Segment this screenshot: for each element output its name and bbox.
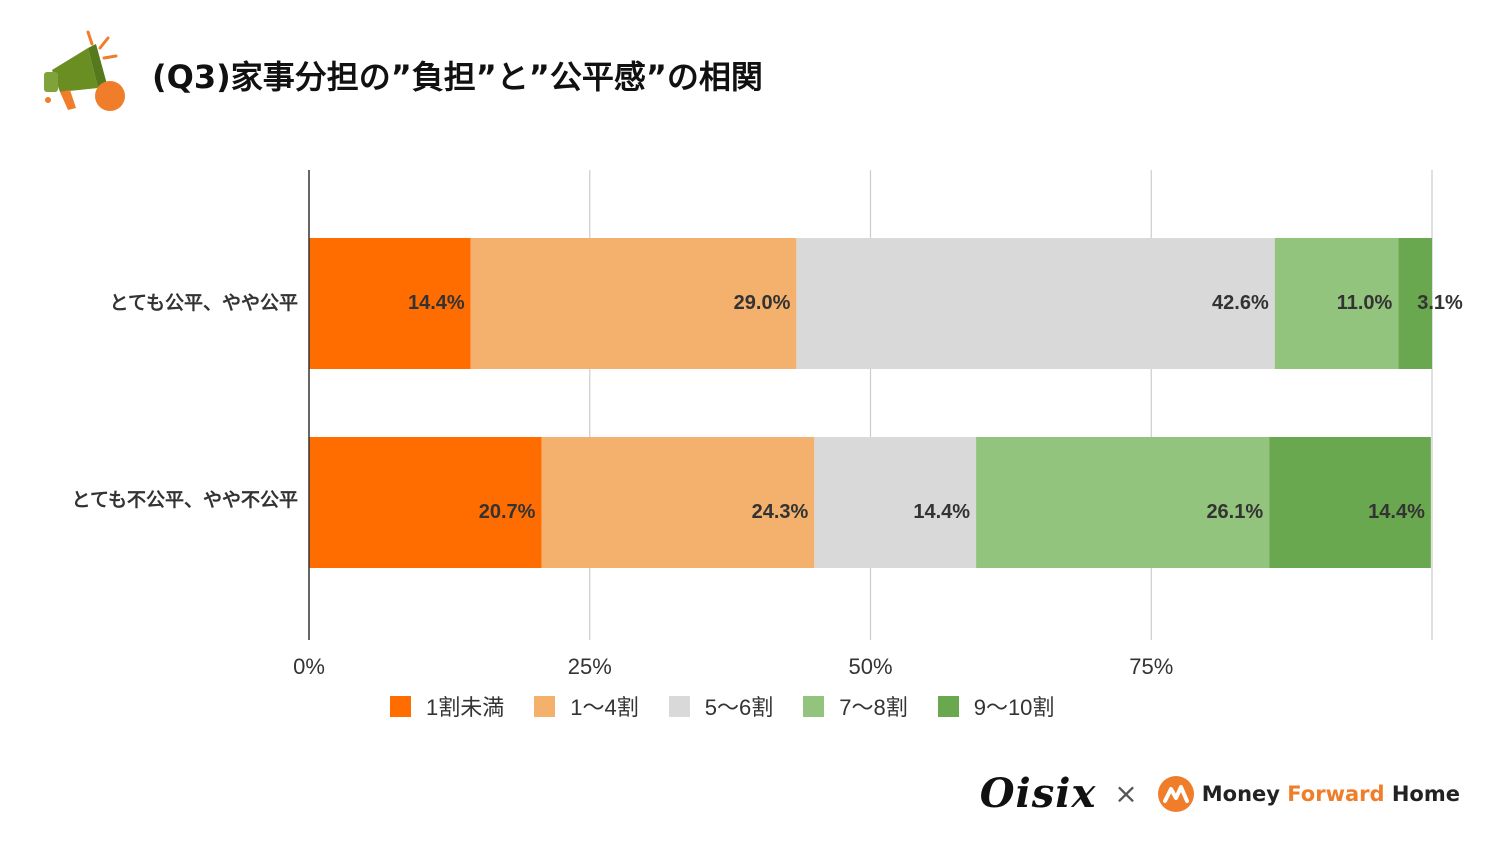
x-tick-label: 75%: [1129, 654, 1173, 679]
data-label: 3.1%: [1417, 292, 1463, 314]
data-label: 26.1%: [1206, 501, 1263, 523]
legend-item: 1〜4割: [534, 690, 639, 722]
times-sign: ×: [1114, 777, 1138, 810]
money-forward-home-logo: Money Forward Home: [1201, 781, 1460, 806]
chart-legend: 1割未満 1〜4割 5〜6割 7〜8割 9〜10割: [390, 690, 1084, 722]
megaphone-icon: [44, 30, 125, 111]
category-label: とても公平、やや公平: [110, 292, 298, 314]
data-label: 24.3%: [752, 501, 809, 523]
legend-item: 5〜6割: [668, 690, 774, 722]
legend-swatch: [668, 695, 690, 717]
category-label: とても不公平、やや不公平: [72, 489, 298, 511]
bar-segment: [470, 238, 797, 369]
money-forward-logo-icon: [1157, 775, 1194, 812]
page-title: (Q3)家事分担の”負担”と”公平感”の相関: [152, 58, 763, 96]
legend-label: 1〜4割: [570, 695, 639, 720]
data-label: 11.0%: [1337, 292, 1393, 314]
legend-label: 9〜10割: [973, 695, 1055, 720]
data-label: 14.4%: [408, 292, 465, 314]
legend-swatch: [803, 695, 825, 717]
legend-swatch: [937, 695, 959, 717]
data-label: 42.6%: [1212, 292, 1269, 314]
x-tick-label: 50%: [848, 654, 892, 679]
data-label: 29.0%: [734, 292, 791, 314]
bar-segment: [309, 437, 542, 568]
legend-item: 1割未満: [390, 690, 504, 722]
bar-segment: [976, 437, 1270, 568]
bar-segment: [309, 238, 471, 369]
legend-swatch: [534, 695, 556, 717]
legend-label: 1割未満: [426, 695, 505, 720]
bar-segment: [796, 238, 1275, 369]
bar-segment: [1269, 437, 1431, 568]
data-label: 20.7%: [479, 501, 536, 523]
oisix-logo: Oisix: [979, 770, 1097, 817]
footer-logos: Oisix × Money Forward Home: [980, 770, 1460, 817]
bar-segment: [814, 437, 977, 568]
x-tick-label: 0%: [293, 654, 325, 679]
legend-label: 5〜6割: [704, 695, 774, 720]
legend-item: 7〜8割: [803, 690, 908, 722]
data-label: 14.4%: [1368, 501, 1425, 523]
legend-swatch: [390, 695, 411, 717]
legend-item: 9〜10割: [937, 690, 1055, 722]
bar-segment: [1398, 238, 1432, 369]
legend-label: 7〜8割: [839, 695, 908, 720]
bar-segment: [1274, 238, 1399, 369]
data-label: 14.4%: [913, 501, 970, 523]
bar-segment: [541, 437, 815, 568]
x-tick-label: 25%: [568, 654, 612, 679]
